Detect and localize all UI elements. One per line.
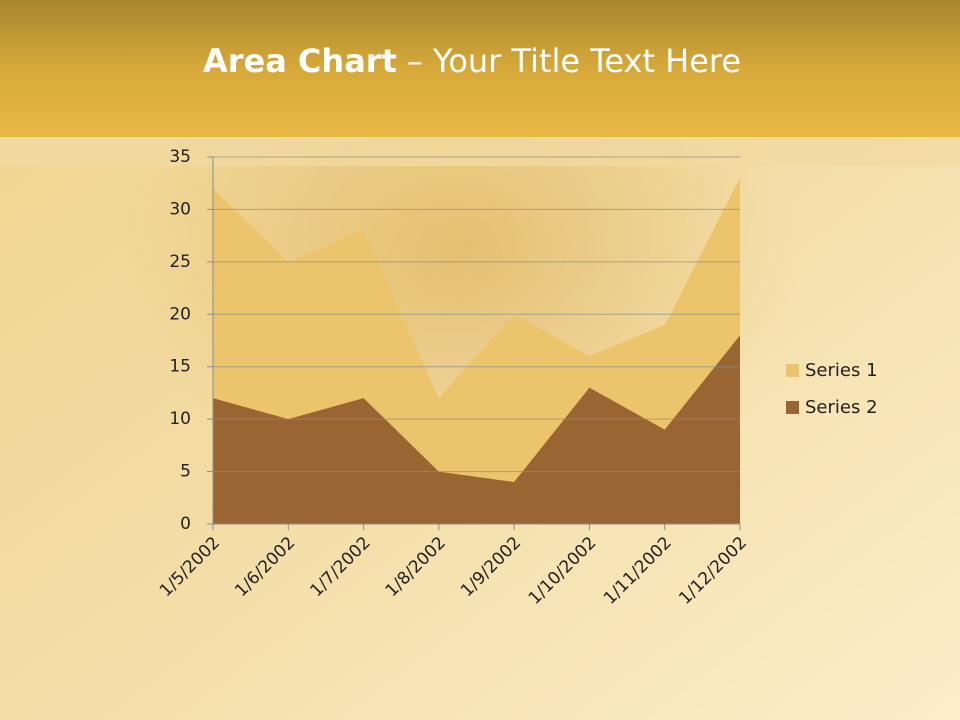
y-tick-label: 20 <box>169 304 191 324</box>
y-tick-label: 30 <box>169 199 191 219</box>
y-tick-label: 5 <box>180 462 191 482</box>
legend-label: Series 2 <box>805 397 878 418</box>
y-tick-label: 0 <box>180 514 191 534</box>
legend-label: Series 1 <box>805 360 878 381</box>
title-rest: – Your Title Text Here <box>407 42 741 80</box>
y-tick-label: 25 <box>169 252 191 272</box>
title-bold: Area Chart <box>203 42 397 80</box>
y-tick-label: 15 <box>169 357 191 377</box>
slide-title: Area Chart – Your Title Text Here <box>203 42 741 80</box>
legend-swatch <box>786 401 799 414</box>
y-tick-label: 10 <box>169 409 191 429</box>
legend-swatch <box>786 364 799 377</box>
y-tick-label: 35 <box>169 147 191 167</box>
header-band <box>0 137 960 166</box>
area <box>213 335 740 524</box>
header <box>0 0 960 137</box>
